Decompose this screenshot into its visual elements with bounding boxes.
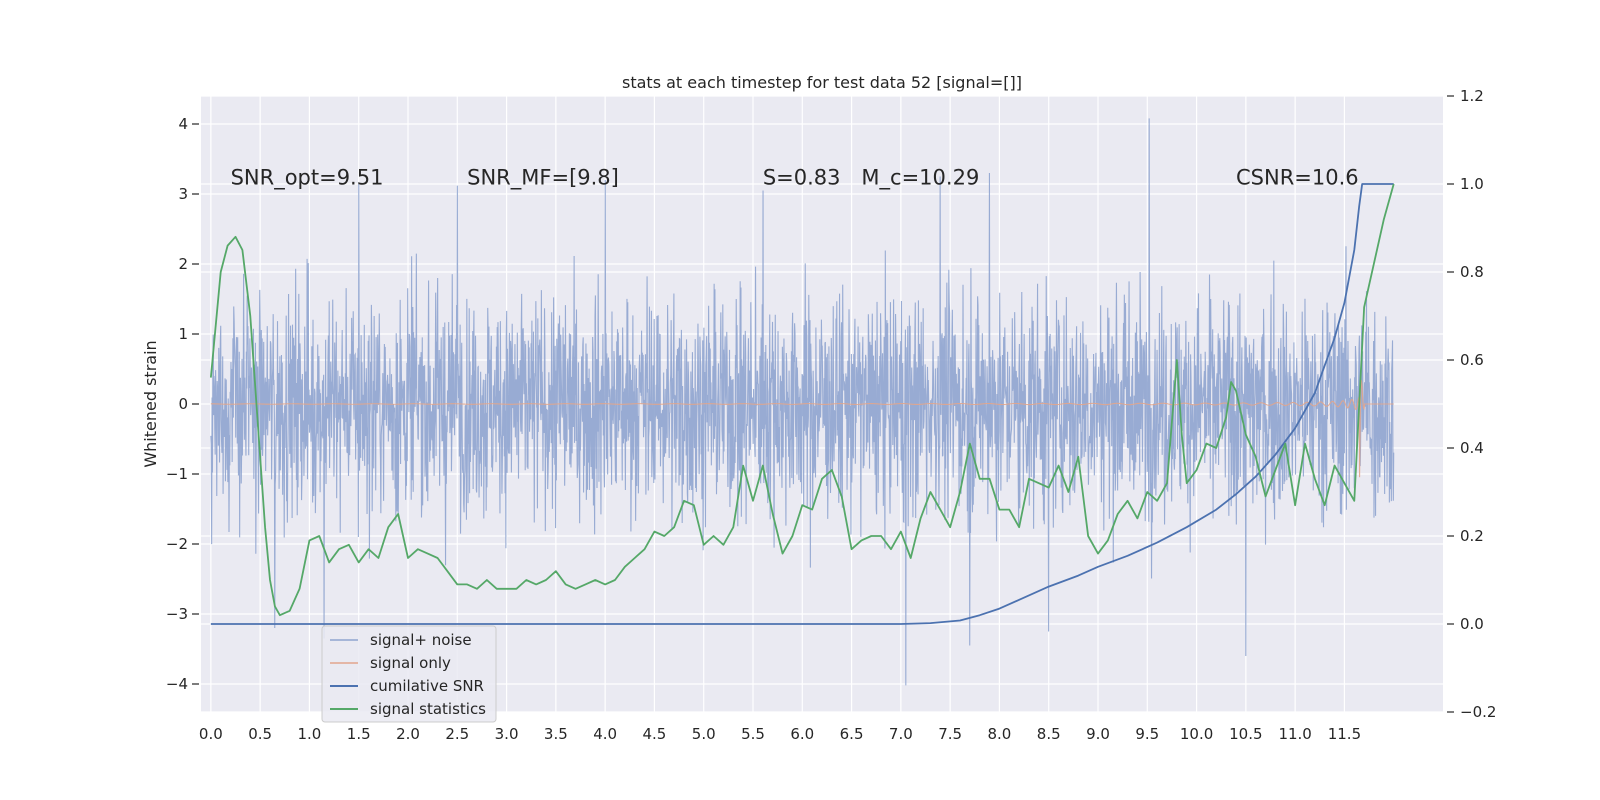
y2-tick-label: 0.6 [1460, 351, 1484, 369]
y-axis-label: Whitened strain [141, 340, 160, 467]
x-tick-label: 5.0 [692, 725, 716, 743]
y-tick-label: 0 [178, 395, 188, 413]
x-tick-label: 3.5 [544, 725, 568, 743]
y2-tick-label: 0.8 [1460, 263, 1484, 281]
legend-label: cumilative SNR [370, 677, 484, 695]
x-tick-label: 10.0 [1180, 725, 1213, 743]
annotation-text: M_c=10.29 [861, 166, 979, 191]
x-tick-label: 6.0 [790, 725, 814, 743]
x-tick-label: 5.5 [741, 725, 765, 743]
y-axis-left: 4 3 2 1 0 −1 −2 −3 −4 [166, 115, 199, 693]
x-tick-label: 1.5 [347, 725, 371, 743]
y-axis-right: 1.2 1.0 0.8 0.6 0.4 0.2 0.0 −0.2 [1447, 87, 1496, 721]
cumulative-snr-line [210, 183, 1394, 625]
y-tick-label: −2 [166, 535, 188, 553]
x-tick-label: 1.0 [297, 725, 321, 743]
x-tick-label: 11.0 [1278, 725, 1311, 743]
legend-label: signal statistics [370, 700, 486, 718]
x-tick-label: 8.0 [987, 725, 1011, 743]
x-tick-label: 3.0 [495, 725, 519, 743]
signal-only-line [210, 380, 1394, 478]
annotation-text: SNR_MF=[9.8] [467, 166, 619, 191]
annotations: SNR_opt=9.51 SNR_MF=[9.8] S=0.83 M_c=10.29 C… [231, 166, 1359, 191]
y2-tick-label: 1.2 [1460, 87, 1484, 105]
annotation-text: CSNR=10.6 [1236, 166, 1359, 190]
y-tick-label: −1 [166, 465, 188, 483]
x-axis: 0.0 0.5 1.0 1.5 2.0 2.5 3.0 3.5 4.0 4.5 5.0 5.5 6.0 6… [199, 725, 1361, 743]
x-tick-label: 9.0 [1086, 725, 1110, 743]
y2-tick-label: 0.0 [1460, 615, 1484, 633]
signal-noise-series [210, 118, 1395, 686]
y-tick-label: 1 [178, 325, 188, 343]
legend-label: signal+ noise [370, 631, 472, 649]
y-tick-label: −3 [166, 605, 188, 623]
x-tick-label: 8.5 [1037, 725, 1061, 743]
x-tick-label: 4.5 [642, 725, 666, 743]
x-tick-label: 10.5 [1229, 725, 1262, 743]
x-tick-label: 2.0 [396, 725, 420, 743]
y-tick-label: 2 [178, 255, 188, 273]
signal-statistics-line [209, 183, 1395, 617]
x-tick-label: 9.5 [1135, 725, 1159, 743]
signal-only-series [210, 380, 1394, 478]
x-tick-label: 0.5 [248, 725, 272, 743]
x-tick-label: 4.0 [593, 725, 617, 743]
x-tick-label: 0.0 [199, 725, 223, 743]
legend-box [321, 625, 497, 723]
y2-tick-label: 0.4 [1460, 439, 1484, 457]
right-axis-series [209, 183, 1395, 625]
y-tick-label: 3 [178, 185, 188, 203]
annotation-text: S=0.83 [763, 166, 841, 190]
x-tick-label: 6.5 [840, 725, 864, 743]
x-tick-label: 2.5 [445, 725, 469, 743]
chart-title: stats at each timestep for test data 52 … [622, 73, 1022, 92]
x-tick-label: 7.0 [889, 725, 913, 743]
annotation-text: SNR_opt=9.51 [231, 166, 384, 191]
signal-noise-line [210, 118, 1395, 686]
legend-label: signal only [370, 654, 451, 672]
x-tick-label: 7.5 [938, 725, 962, 743]
y2-tick-label: 1.0 [1460, 175, 1484, 193]
y2-tick-label: −0.2 [1460, 703, 1496, 721]
legend: signal+ noise signal only cumilative SNR si… [321, 625, 497, 723]
y2-tick-label: 0.2 [1460, 527, 1484, 545]
x-tick-label: 11.5 [1328, 725, 1361, 743]
y-tick-label: 4 [178, 115, 188, 133]
y-tick-label: −4 [166, 675, 188, 693]
